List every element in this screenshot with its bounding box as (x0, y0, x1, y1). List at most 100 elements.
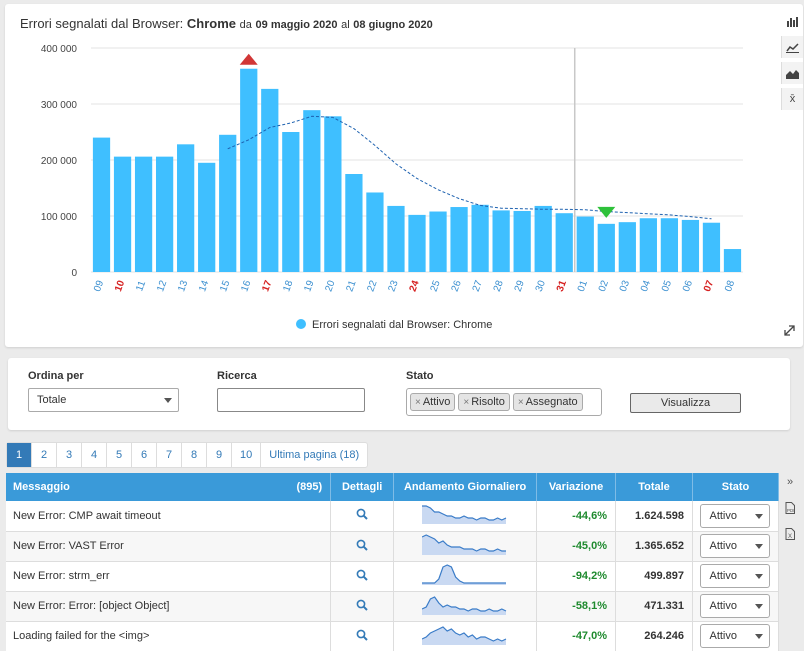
x-tick-label: 21 (344, 279, 358, 294)
legend-label: Errori segnalati dal Browser: Chrome (312, 319, 492, 331)
tag-attivo[interactable]: × Attivo (410, 393, 456, 411)
y-tick-label: 0 (71, 268, 77, 279)
bar (387, 205, 405, 272)
chart-title-to: 08 giugno 2020 (353, 19, 433, 31)
message-cell[interactable]: Loading failed for the <img> (6, 621, 332, 651)
col-header-details[interactable]: Dettagli (330, 473, 395, 501)
table-row[interactable]: New Error: VAST Error -45,0% 1.365.652 Atti… (6, 531, 780, 562)
col-header-trend[interactable]: Andamento Giornaliero (393, 473, 538, 501)
search-icon[interactable] (356, 629, 368, 641)
x-tick-label: 17 (260, 279, 274, 294)
filter-panel: Ordina per Totale Ricerca Stato × Attivo … (8, 358, 790, 430)
expand-icon[interactable] (784, 325, 795, 339)
state-select[interactable]: Attivo (700, 564, 771, 588)
message-cell[interactable]: New Error: Error: [object Object] (6, 591, 332, 622)
details-cell[interactable] (330, 561, 395, 592)
chart-title-da: da (239, 19, 252, 31)
x-tick-label: 28 (492, 279, 506, 294)
x-tick-label: 19 (302, 279, 316, 294)
bar (282, 132, 300, 272)
tag-assegnato[interactable]: × Assegnato (512, 393, 583, 411)
page-8[interactable]: 8 (182, 443, 207, 467)
chart-title: Errori segnalati dal Browser: Chrome da … (20, 16, 433, 31)
x-tick-label: 02 (597, 279, 611, 294)
x-tick-label: 23 (387, 279, 401, 294)
state-select[interactable]: Attivo (700, 624, 771, 648)
total-cell: 1.365.652 (615, 531, 693, 562)
bar (723, 249, 742, 272)
chart-panel: Errori segnalati dal Browser: Chrome da … (5, 4, 803, 347)
bar (576, 216, 594, 272)
x-tick-label: 29 (513, 279, 527, 294)
message-cell[interactable]: New Error: strm_err (6, 561, 332, 592)
page-6[interactable]: 6 (132, 443, 157, 467)
search-icon[interactable] (356, 539, 368, 551)
table-row[interactable]: Loading failed for the <img> -47,0% 264.24… (6, 621, 780, 651)
sparkline (421, 533, 507, 555)
state-select[interactable]: Attivo (700, 534, 771, 558)
visualizza-button[interactable]: Visualizza (630, 393, 741, 413)
page-10[interactable]: 10 (232, 443, 262, 467)
chart-title-browser: Chrome (186, 16, 237, 31)
col-header-total[interactable]: Totale (615, 473, 693, 501)
state-cell: Attivo (692, 591, 780, 622)
page-5[interactable]: 5 (107, 443, 132, 467)
variation-cell: -45,0% (536, 531, 617, 562)
line-chart-icon[interactable] (781, 36, 803, 58)
tag-risolto[interactable]: × Risolto (458, 393, 510, 411)
col-header-variation[interactable]: Variazione (536, 473, 617, 501)
bar (597, 223, 615, 272)
details-cell[interactable] (330, 621, 395, 651)
expand-columns-icon[interactable]: » (786, 476, 794, 488)
state-select[interactable]: Attivo (700, 503, 771, 528)
message-cell[interactable]: New Error: CMP await timeout (6, 501, 332, 532)
total-cell: 499.897 (615, 561, 693, 592)
state-select[interactable]: Attivo (700, 594, 771, 618)
bar (240, 68, 258, 272)
page-3[interactable]: 3 (57, 443, 82, 467)
details-cell[interactable] (330, 501, 395, 532)
bar (155, 156, 174, 272)
search-icon[interactable] (356, 599, 368, 611)
bar (471, 204, 489, 272)
search-icon[interactable] (356, 569, 368, 581)
x-tick-label: 07 (702, 279, 716, 294)
bar (198, 162, 216, 272)
x-tick-label: 06 (681, 279, 695, 294)
details-cell[interactable] (330, 531, 395, 562)
x-tick-label: 11 (134, 279, 148, 293)
col-header-state[interactable]: Stato (692, 473, 780, 501)
x-tick-label: 09 (92, 279, 106, 294)
pdf-icon[interactable]: PDF (781, 502, 799, 522)
search-icon[interactable] (356, 508, 368, 520)
last-page-link[interactable]: Ultima pagina (18) (269, 449, 360, 461)
trend-line (227, 115, 712, 220)
x-tick-label: 08 (723, 279, 737, 294)
details-cell[interactable] (330, 591, 395, 622)
bar (261, 88, 279, 272)
page-7[interactable]: 7 (157, 443, 182, 467)
col-header-message[interactable]: Messaggio (895) (6, 473, 332, 501)
bar-chart-icon[interactable] (781, 10, 803, 32)
message-cell[interactable]: New Error: VAST Error (6, 531, 332, 562)
table-row[interactable]: New Error: CMP await timeout -44,6% 1.624.… (6, 501, 780, 532)
x-tick-label: 24 (408, 279, 422, 294)
state-tags-input[interactable]: × Attivo × Risolto × Assegnato (406, 388, 602, 416)
bar (618, 222, 636, 272)
page-4[interactable]: 4 (82, 443, 107, 467)
x-tick-label: 03 (618, 279, 632, 294)
remove-tag-icon[interactable]: × (517, 397, 524, 408)
remove-tag-icon[interactable]: × (415, 397, 421, 408)
bar (513, 210, 531, 272)
page-1[interactable]: 1 (7, 443, 32, 467)
search-input[interactable] (217, 388, 365, 412)
mean-icon[interactable]: x̄ (781, 88, 803, 110)
table-row[interactable]: New Error: Error: [object Object] -58,1% 4… (6, 591, 780, 622)
page-2[interactable]: 2 (32, 443, 57, 467)
remove-tag-icon[interactable]: × (463, 397, 470, 408)
table-row[interactable]: New Error: strm_err -94,2% 499.897 Attivo (6, 561, 780, 592)
area-chart-icon[interactable] (781, 62, 803, 84)
excel-icon[interactable]: X (781, 528, 799, 548)
order-select[interactable]: Totale (28, 388, 179, 412)
page-9[interactable]: 9 (207, 443, 232, 467)
